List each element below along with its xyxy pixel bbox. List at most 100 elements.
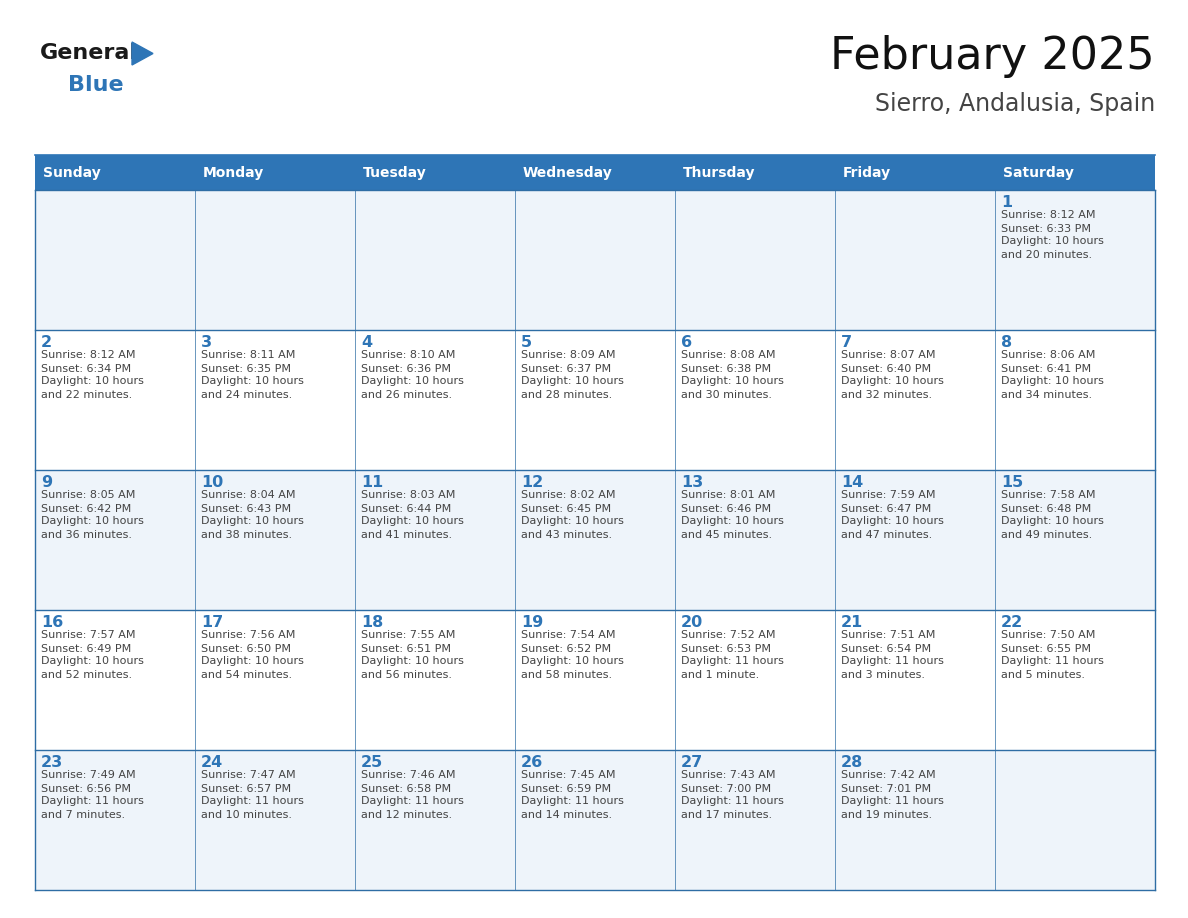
Text: Sunrise: 8:05 AM: Sunrise: 8:05 AM xyxy=(42,490,135,500)
Text: 16: 16 xyxy=(42,615,63,630)
Text: Daylight: 11 hours: Daylight: 11 hours xyxy=(1001,656,1104,666)
Text: and 28 minutes.: and 28 minutes. xyxy=(522,389,612,399)
Text: 22: 22 xyxy=(1001,615,1023,630)
Text: 9: 9 xyxy=(42,475,52,490)
Text: Sunrise: 7:46 AM: Sunrise: 7:46 AM xyxy=(361,770,455,780)
Text: 14: 14 xyxy=(841,475,864,490)
Text: and 26 minutes.: and 26 minutes. xyxy=(361,389,453,399)
Text: Sunset: 6:52 PM: Sunset: 6:52 PM xyxy=(522,644,611,654)
Text: Monday: Monday xyxy=(203,165,264,180)
Text: Daylight: 11 hours: Daylight: 11 hours xyxy=(361,797,463,807)
Text: Daylight: 10 hours: Daylight: 10 hours xyxy=(1001,376,1104,386)
Bar xyxy=(34,610,1155,750)
Text: Sunset: 6:33 PM: Sunset: 6:33 PM xyxy=(1001,223,1091,233)
Text: Daylight: 10 hours: Daylight: 10 hours xyxy=(361,517,463,527)
Text: Wednesday: Wednesday xyxy=(523,165,613,180)
Text: Sunrise: 8:10 AM: Sunrise: 8:10 AM xyxy=(361,351,455,361)
Text: and 43 minutes.: and 43 minutes. xyxy=(522,530,612,540)
Text: Sunset: 6:59 PM: Sunset: 6:59 PM xyxy=(522,783,611,793)
Text: and 12 minutes.: and 12 minutes. xyxy=(361,810,453,820)
Text: Sunset: 6:48 PM: Sunset: 6:48 PM xyxy=(1001,503,1092,513)
Text: and 32 minutes.: and 32 minutes. xyxy=(841,389,933,399)
Text: and 3 minutes.: and 3 minutes. xyxy=(841,669,925,679)
Text: Daylight: 11 hours: Daylight: 11 hours xyxy=(841,797,944,807)
Text: February 2025: February 2025 xyxy=(830,35,1155,78)
Text: Daylight: 11 hours: Daylight: 11 hours xyxy=(42,797,144,807)
Text: Daylight: 10 hours: Daylight: 10 hours xyxy=(361,656,463,666)
Text: Sunset: 6:56 PM: Sunset: 6:56 PM xyxy=(42,783,131,793)
Text: and 56 minutes.: and 56 minutes. xyxy=(361,669,451,679)
Text: Daylight: 11 hours: Daylight: 11 hours xyxy=(681,797,784,807)
Text: Sunset: 6:54 PM: Sunset: 6:54 PM xyxy=(841,644,931,654)
Text: Sunrise: 8:08 AM: Sunrise: 8:08 AM xyxy=(681,351,776,361)
Text: Sunday: Sunday xyxy=(43,165,101,180)
Bar xyxy=(34,155,1155,190)
Text: and 5 minutes.: and 5 minutes. xyxy=(1001,669,1085,679)
Text: 7: 7 xyxy=(841,335,852,350)
Text: 23: 23 xyxy=(42,755,63,770)
Text: Sunset: 6:44 PM: Sunset: 6:44 PM xyxy=(361,503,451,513)
Text: 11: 11 xyxy=(361,475,384,490)
Text: Sierro, Andalusia, Spain: Sierro, Andalusia, Spain xyxy=(874,92,1155,116)
Text: Sunrise: 7:58 AM: Sunrise: 7:58 AM xyxy=(1001,490,1095,500)
Bar xyxy=(34,330,1155,470)
Text: 2: 2 xyxy=(42,335,52,350)
Text: and 58 minutes.: and 58 minutes. xyxy=(522,669,612,679)
Text: and 7 minutes.: and 7 minutes. xyxy=(42,810,125,820)
Text: 5: 5 xyxy=(522,335,532,350)
Text: Sunrise: 8:12 AM: Sunrise: 8:12 AM xyxy=(1001,210,1095,220)
Text: Sunset: 6:50 PM: Sunset: 6:50 PM xyxy=(201,644,291,654)
Text: Sunset: 6:58 PM: Sunset: 6:58 PM xyxy=(361,783,451,793)
Bar xyxy=(34,470,1155,610)
Text: Sunrise: 7:50 AM: Sunrise: 7:50 AM xyxy=(1001,631,1095,641)
Text: Sunset: 6:41 PM: Sunset: 6:41 PM xyxy=(1001,364,1091,374)
Text: 10: 10 xyxy=(201,475,223,490)
Text: Sunrise: 7:55 AM: Sunrise: 7:55 AM xyxy=(361,631,455,641)
Text: Sunrise: 7:59 AM: Sunrise: 7:59 AM xyxy=(841,490,935,500)
Text: Sunrise: 7:42 AM: Sunrise: 7:42 AM xyxy=(841,770,936,780)
Text: Daylight: 10 hours: Daylight: 10 hours xyxy=(522,517,624,527)
Text: Sunset: 6:51 PM: Sunset: 6:51 PM xyxy=(361,644,451,654)
Text: and 20 minutes.: and 20 minutes. xyxy=(1001,250,1092,260)
Text: 17: 17 xyxy=(201,615,223,630)
Text: Daylight: 10 hours: Daylight: 10 hours xyxy=(841,376,944,386)
Text: Daylight: 11 hours: Daylight: 11 hours xyxy=(841,656,944,666)
Text: Sunrise: 7:54 AM: Sunrise: 7:54 AM xyxy=(522,631,615,641)
Text: Sunrise: 8:01 AM: Sunrise: 8:01 AM xyxy=(681,490,776,500)
Text: Daylight: 10 hours: Daylight: 10 hours xyxy=(201,376,304,386)
Text: Sunrise: 7:52 AM: Sunrise: 7:52 AM xyxy=(681,631,776,641)
Text: Sunrise: 8:09 AM: Sunrise: 8:09 AM xyxy=(522,351,615,361)
Text: Sunrise: 8:06 AM: Sunrise: 8:06 AM xyxy=(1001,351,1095,361)
Text: Sunset: 6:46 PM: Sunset: 6:46 PM xyxy=(681,503,771,513)
Bar xyxy=(34,750,1155,890)
Text: Daylight: 10 hours: Daylight: 10 hours xyxy=(522,376,624,386)
Text: Sunset: 6:38 PM: Sunset: 6:38 PM xyxy=(681,364,771,374)
Text: Sunrise: 8:07 AM: Sunrise: 8:07 AM xyxy=(841,351,935,361)
Text: and 45 minutes.: and 45 minutes. xyxy=(681,530,772,540)
Text: Sunrise: 7:56 AM: Sunrise: 7:56 AM xyxy=(201,631,296,641)
Text: Daylight: 10 hours: Daylight: 10 hours xyxy=(1001,517,1104,527)
Text: 25: 25 xyxy=(361,755,384,770)
Text: Sunrise: 8:03 AM: Sunrise: 8:03 AM xyxy=(361,490,455,500)
Text: and 10 minutes.: and 10 minutes. xyxy=(201,810,292,820)
Text: Sunrise: 7:49 AM: Sunrise: 7:49 AM xyxy=(42,770,135,780)
Text: Sunset: 6:42 PM: Sunset: 6:42 PM xyxy=(42,503,131,513)
Text: Daylight: 10 hours: Daylight: 10 hours xyxy=(1001,237,1104,247)
Text: 4: 4 xyxy=(361,335,372,350)
Text: Sunset: 6:49 PM: Sunset: 6:49 PM xyxy=(42,644,131,654)
Text: 26: 26 xyxy=(522,755,543,770)
Text: Daylight: 10 hours: Daylight: 10 hours xyxy=(841,517,944,527)
Text: 1: 1 xyxy=(1001,195,1012,210)
Text: Sunset: 6:55 PM: Sunset: 6:55 PM xyxy=(1001,644,1091,654)
Text: Daylight: 10 hours: Daylight: 10 hours xyxy=(361,376,463,386)
Text: 12: 12 xyxy=(522,475,543,490)
Text: Friday: Friday xyxy=(843,165,891,180)
Text: 20: 20 xyxy=(681,615,703,630)
Text: 21: 21 xyxy=(841,615,864,630)
Text: Sunrise: 7:51 AM: Sunrise: 7:51 AM xyxy=(841,631,935,641)
Text: Sunset: 7:01 PM: Sunset: 7:01 PM xyxy=(841,783,931,793)
Text: and 1 minute.: and 1 minute. xyxy=(681,669,759,679)
Text: Sunrise: 8:12 AM: Sunrise: 8:12 AM xyxy=(42,351,135,361)
Text: Daylight: 10 hours: Daylight: 10 hours xyxy=(42,656,144,666)
Text: and 14 minutes.: and 14 minutes. xyxy=(522,810,612,820)
